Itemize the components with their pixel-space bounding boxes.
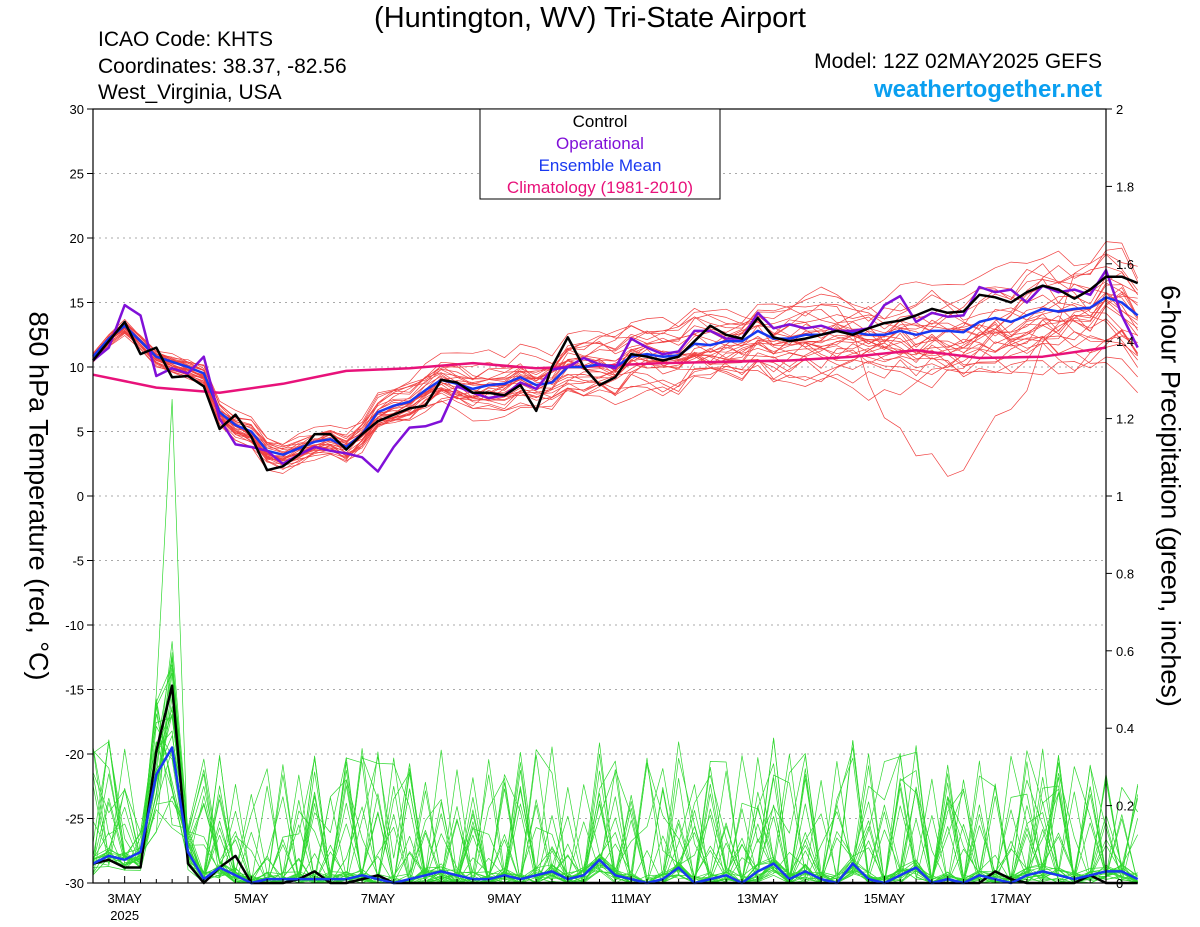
temperature-member-line bbox=[92, 323, 1138, 466]
x-tick-label: 9MAY bbox=[487, 891, 522, 906]
precip-member-line bbox=[92, 717, 1138, 884]
y-tick-label: -30 bbox=[65, 876, 84, 891]
precip-member-line bbox=[92, 725, 1138, 884]
temperature-member-line bbox=[92, 253, 1138, 477]
precip-member-line bbox=[92, 706, 1139, 884]
temperature-member-line bbox=[92, 300, 1138, 460]
y2-tick-label: 1 bbox=[1116, 489, 1123, 504]
y2-tick-label: 1.6 bbox=[1116, 257, 1134, 272]
climatology-line bbox=[92, 346, 1107, 395]
grid bbox=[93, 173, 1106, 819]
coordinates: Coordinates: 38.37, -82.56 bbox=[98, 55, 347, 78]
x-tick-sublabel: 2025 bbox=[110, 908, 139, 923]
precip-member-line bbox=[92, 696, 1138, 884]
temperature-member-line bbox=[92, 265, 1138, 448]
y-tick-label: 15 bbox=[70, 296, 84, 311]
y-tick-label: -15 bbox=[65, 683, 84, 698]
temperature-member-line bbox=[92, 329, 1138, 465]
x-tick-label: 17MAY bbox=[990, 891, 1032, 906]
y2-tick-label: 0.4 bbox=[1116, 721, 1134, 736]
y2-tick-label: 0.8 bbox=[1116, 566, 1134, 581]
y-tick-label: 25 bbox=[70, 167, 84, 182]
temperature-control-line bbox=[92, 275, 1139, 472]
temperature-operational-line bbox=[92, 269, 1139, 473]
precip-member-line bbox=[92, 673, 1139, 884]
precip-member-line bbox=[92, 709, 1138, 884]
precip-member-line bbox=[92, 698, 1138, 884]
y-tick-label: -25 bbox=[65, 812, 84, 827]
x-tick-label: 7MAY bbox=[361, 891, 396, 906]
legend-entry: Control bbox=[573, 112, 628, 131]
x-tick-label: 5MAY bbox=[234, 891, 269, 906]
temperature-member-line bbox=[92, 269, 1138, 447]
y-tick-label: 0 bbox=[77, 489, 84, 504]
y-tick-label: -10 bbox=[65, 618, 84, 633]
precip-member-line bbox=[92, 652, 1138, 884]
temperature-member-line bbox=[92, 254, 1138, 453]
precip-member-line bbox=[92, 687, 1138, 884]
x-tick-label: 15MAY bbox=[864, 891, 906, 906]
legend-entry: Ensemble Mean bbox=[539, 156, 662, 175]
legend: Control Operational Ensemble Mean Climatolo… bbox=[479, 108, 721, 200]
region: West_Virginia, USA bbox=[98, 81, 282, 104]
precip-members bbox=[92, 398, 1139, 884]
y2-tick-label: 1.8 bbox=[1116, 179, 1134, 194]
temperature-member-line bbox=[92, 287, 1139, 449]
precip-control-line bbox=[92, 684, 1138, 885]
site-link[interactable]: weathertogether.net bbox=[873, 76, 1102, 103]
chart-title: (Huntington, WV) Tri-State Airport bbox=[374, 2, 806, 34]
temperature-member-line bbox=[92, 289, 1138, 462]
temperature-member-line bbox=[92, 299, 1138, 469]
legend-entry: Climatology (1981-2010) bbox=[507, 178, 693, 197]
y-tick-label: 5 bbox=[77, 425, 84, 440]
y2-tick-label: 2 bbox=[1116, 102, 1123, 117]
y2-tick-label: 0 bbox=[1116, 876, 1123, 891]
x-tick-label: 13MAY bbox=[737, 891, 779, 906]
y2-tick-label: 0.2 bbox=[1116, 799, 1134, 814]
y-tick-label: -5 bbox=[72, 554, 84, 569]
x-tick-label: 3MAY bbox=[107, 891, 142, 906]
y-tick-label: -20 bbox=[65, 747, 84, 762]
model-run: Model: 12Z 02MAY2025 GEFS bbox=[814, 50, 1102, 73]
precip-member-line bbox=[92, 398, 1138, 884]
icao-code: ICAO Code: KHTS bbox=[98, 28, 274, 51]
temperature-member-line bbox=[92, 325, 1138, 470]
precip-member-line bbox=[92, 704, 1138, 884]
y-tick-label: 30 bbox=[70, 102, 84, 117]
temperature-member-line bbox=[92, 241, 1139, 454]
precip-member-line bbox=[92, 672, 1139, 884]
temperature-member-line bbox=[92, 291, 1138, 458]
precip-member-line bbox=[92, 701, 1139, 884]
legend-box bbox=[479, 108, 721, 200]
temperature-member-line bbox=[92, 323, 1138, 474]
y-tick-label: 10 bbox=[70, 360, 84, 375]
x-tick-label: 11MAY bbox=[611, 891, 652, 906]
legend-entry: Operational bbox=[556, 134, 644, 153]
y2-tick-label: 1.4 bbox=[1116, 334, 1134, 349]
temperature-member-line bbox=[92, 278, 1138, 445]
y-tick-label: 20 bbox=[70, 231, 84, 246]
y2-tick-label: 1.2 bbox=[1116, 412, 1134, 427]
y2-tick-label: 0.6 bbox=[1116, 644, 1134, 659]
